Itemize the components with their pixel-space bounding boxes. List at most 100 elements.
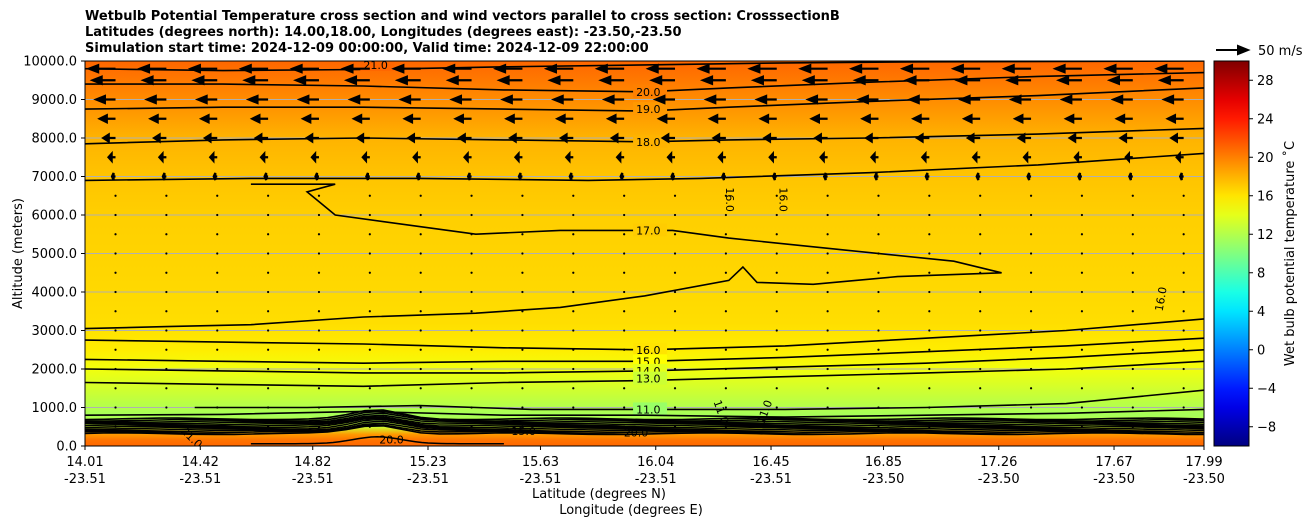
contour-label-bg-5: [633, 223, 668, 237]
wind-vector-9-4: [317, 233, 321, 236]
wind-vector-7-7: [470, 194, 473, 197]
wind-vector-10-8: [521, 252, 524, 255]
wind-vector-9-13: [775, 233, 778, 236]
wind-vector-17-20: [1131, 387, 1134, 390]
wind-vector-11-13: [775, 271, 778, 274]
wind-vector-12-7: [470, 290, 473, 294]
inline-contour-label-1: 16.0: [776, 187, 789, 212]
wind-vector-14-5: [368, 329, 371, 332]
x-axis-label-longitude: Longitude (degrees E): [559, 503, 703, 518]
wind-vector-3-12: [707, 113, 726, 125]
wind-vector-18-3: [267, 406, 270, 409]
wind-vector-2-20: [1110, 94, 1133, 105]
wind-vector-14-18: [1029, 329, 1033, 332]
wind-vector-15-1: [165, 348, 168, 351]
y-tick-label-7: 7000.0: [32, 170, 78, 185]
wind-vector-4-1: [152, 132, 167, 144]
wind-vector-0-16: [899, 63, 930, 74]
wind-vector-6-11: [670, 172, 676, 181]
band-contour-11: [85, 409, 1204, 421]
wind-vector-19-13: [775, 425, 778, 428]
wind-vector-5-6: [412, 150, 421, 164]
wind-vector-15-16: [928, 348, 931, 351]
wind-vector-1-15: [852, 75, 879, 86]
y-tick-label-10: 10000.0: [23, 55, 77, 70]
wind-vector-12-11: [673, 290, 677, 294]
wind-vector-9-16: [928, 233, 931, 236]
contour-label-2: 19.0: [636, 103, 661, 116]
wind-vector-5-8: [513, 150, 523, 164]
wind-vector-14-1: [165, 329, 168, 332]
contour-label-bg-10: [633, 402, 668, 416]
wind-vector-17-18: [1029, 387, 1033, 390]
wind-vector-6-2: [212, 172, 218, 181]
wind-vector-4-7: [457, 132, 472, 144]
wind-vector-4-11: [660, 132, 676, 144]
wind-vector-10-17: [979, 252, 982, 255]
wind-vector-5-18: [1022, 150, 1032, 164]
wind-vector-6-6: [415, 172, 421, 181]
wind-vector-4-8: [508, 132, 523, 144]
wind-vector-19-9: [572, 425, 575, 428]
contour-line-5: [85, 183, 1002, 330]
wind-vector-1-0: [89, 75, 116, 86]
wind-vector-0-17: [950, 63, 981, 74]
contour-label-bg-6: [633, 342, 668, 356]
wind-vector-11-1: [165, 271, 168, 274]
wind-vector-14-19: [1080, 329, 1084, 332]
contour-label-3: 18.0: [636, 136, 661, 149]
wind-vector-19-5: [368, 425, 371, 428]
wind-vector-10-1: [165, 252, 168, 255]
wind-vector-9-20: [1131, 233, 1134, 236]
wind-vector-13-3: [267, 310, 270, 313]
wind-vector-7-14: [826, 194, 829, 197]
wind-vector-10-6: [419, 252, 422, 255]
wind-vector-3-0: [97, 113, 116, 125]
wind-vector-6-21: [1178, 172, 1184, 181]
wind-vector-4-6: [406, 132, 421, 144]
wind-vector-0-13: [747, 63, 777, 74]
wind-vectors: [86, 63, 1185, 428]
wind-vector-9-19: [1080, 233, 1084, 236]
wind-vector-16-21: [1182, 367, 1185, 371]
wind-vector-16-7: [470, 367, 473, 371]
x-tick-lon-label-6: -23.51: [750, 472, 792, 487]
x-tick-lat-label-2: 14.82: [294, 455, 331, 470]
colorbar-tick-label-9: 28: [1257, 74, 1274, 89]
wind-vector-16-15: [877, 367, 880, 371]
contour-label-0: 21.0: [363, 59, 388, 72]
wind-vector-9-6: [419, 233, 422, 236]
wind-vector-12-8: [521, 290, 524, 294]
wind-vector-14-2: [216, 329, 219, 332]
wind-vector-9-1: [165, 233, 168, 236]
wind-vector-9-8: [521, 233, 524, 236]
y-tick-label-6: 6000.0: [32, 209, 78, 224]
contour-label-9: 13.0: [636, 373, 661, 386]
wind-vector-1-11: [649, 75, 676, 86]
contour-label-bg-1: [633, 84, 668, 98]
wind-vector-8-8: [521, 213, 524, 217]
y-tick-label-3: 3000.0: [32, 324, 78, 339]
wind-vector-3-21: [1165, 113, 1184, 125]
wind-vector-19-8: [521, 425, 524, 428]
wind-vector-9-2: [216, 233, 219, 236]
wind-vector-2-3: [245, 94, 269, 105]
wind-vector-4-4: [304, 132, 319, 144]
wind-vector-19-14: [826, 425, 829, 428]
wind-vector-2-6: [398, 94, 421, 105]
wind-vector-3-11: [656, 113, 676, 125]
wind-vector-3-14: [809, 113, 828, 125]
wind-vector-17-1: [165, 387, 168, 390]
wind-vector-1-18: [1005, 75, 1032, 86]
wind-vector-11-10: [623, 271, 626, 274]
wind-vector-19-6: [419, 425, 422, 428]
wind-vector-19-20: [1131, 425, 1134, 428]
wind-vector-10-9: [572, 252, 575, 255]
wind-vector-5-12: [717, 150, 726, 164]
wind-vector-4-10: [609, 132, 625, 144]
x-tick-lon-label-4: -23.51: [520, 472, 562, 487]
y-tick-label-2: 2000.0: [32, 363, 78, 378]
wind-vector-6-14: [822, 172, 828, 181]
wind-vector-15-21: [1182, 348, 1185, 351]
wind-vector-4-18: [1016, 132, 1032, 144]
